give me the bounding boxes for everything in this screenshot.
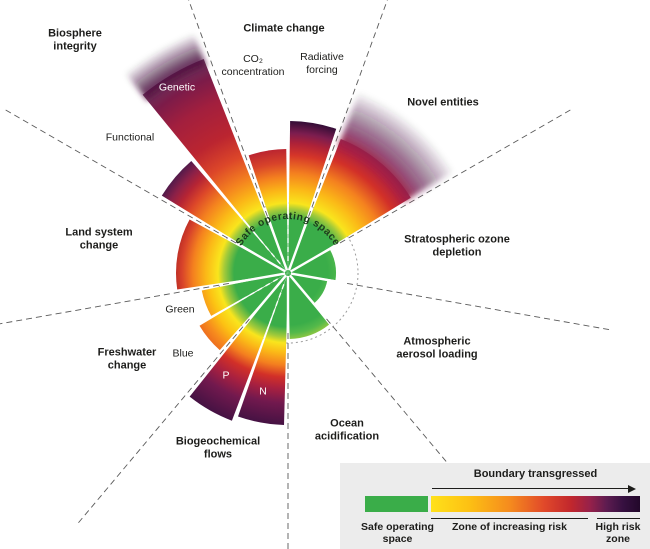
legend: Boundary transgressed Safe operating spa… — [340, 463, 650, 549]
label-land-system-change: Land system change — [65, 226, 133, 252]
center-divider-white — [237, 242, 287, 273]
center-divider-white — [290, 272, 346, 285]
legend-high-label: High risk zone — [595, 521, 641, 546]
green-water-wedge — [201, 273, 288, 316]
sector-divider-line — [1, 107, 263, 259]
legend-safe-swatch — [365, 496, 428, 512]
center-divider-white — [289, 242, 339, 273]
label-phosphorus: P — [222, 369, 230, 382]
sector-divider-line — [313, 107, 575, 259]
stratospheric-ozone-wedge — [288, 250, 336, 281]
sector-divider-line — [75, 295, 270, 527]
label-biosphere-integrity: Biosphere integrity — [48, 27, 102, 53]
sector-divider-line — [297, 0, 388, 245]
radiative-forcing-wedge — [288, 121, 337, 273]
legend-risk-gradient-bar — [431, 496, 640, 512]
blue-water-wedge — [199, 273, 288, 351]
legend-bracket-high — [597, 518, 640, 520]
label-co2-concentration: CO₂ concentration — [221, 53, 285, 78]
label-stratospheric-ozone: Stratospheric ozone depletion — [404, 233, 510, 259]
label-ocean-acidification: Ocean acidification — [314, 417, 380, 443]
legend-title: Boundary transgressed — [473, 468, 598, 480]
sector-divider-line — [317, 277, 614, 331]
co2-concentration-wedge — [248, 149, 288, 273]
label-aerosol-loading: Atmospheric aerosol loading — [396, 335, 478, 361]
ocean-acidification-wedge — [288, 273, 330, 339]
sub-divider-dashed — [214, 278, 278, 316]
sector-divider-line — [0, 277, 259, 325]
novel-entities-wedge-fade — [337, 91, 455, 202]
center-divider-white — [289, 274, 327, 319]
sub-divider-dashed — [236, 284, 285, 415]
functional-integrity-wedge — [161, 160, 288, 273]
label-blue-water: Blue — [172, 347, 194, 360]
arrow-head-icon — [628, 484, 636, 493]
label-novel-entities: Novel entities — [407, 96, 479, 109]
legend-safe-label: Safe operating space — [361, 521, 434, 546]
label-nitrogen: N — [259, 385, 267, 398]
center-divider-white — [249, 274, 287, 319]
label-freshwater-change: Freshwater change — [97, 346, 157, 372]
sector-divider-line — [188, 0, 279, 245]
center-divider-white — [230, 272, 286, 285]
aerosol-loading-wedge — [288, 273, 328, 303]
boundary-dashed-circle — [217, 202, 359, 344]
label-biogeochemical-flows: Biogeochemical flows — [175, 435, 261, 461]
label-functional: Functional — [105, 131, 155, 144]
label-climate-change: Climate change — [243, 22, 325, 35]
label-radiative-forcing: Radiative forcing — [300, 51, 344, 76]
center-divider-white — [267, 218, 289, 271]
sub-divider-dashed — [194, 162, 281, 265]
genetic-diversity-wedge-fade — [124, 32, 207, 101]
label-green-water: Green — [165, 303, 195, 316]
center-divider-white — [287, 218, 309, 271]
label-genetic: Genetic — [158, 81, 196, 94]
nitrogen-wedge — [238, 273, 288, 425]
legend-risk-label: Zone of increasing risk — [452, 521, 567, 533]
genetic-diversity-wedge — [142, 59, 288, 273]
legend-arrow — [432, 484, 636, 493]
phosphorus-wedge — [189, 273, 288, 421]
land-system-change-wedge — [176, 219, 288, 290]
legend-bracket-risk — [431, 518, 588, 520]
